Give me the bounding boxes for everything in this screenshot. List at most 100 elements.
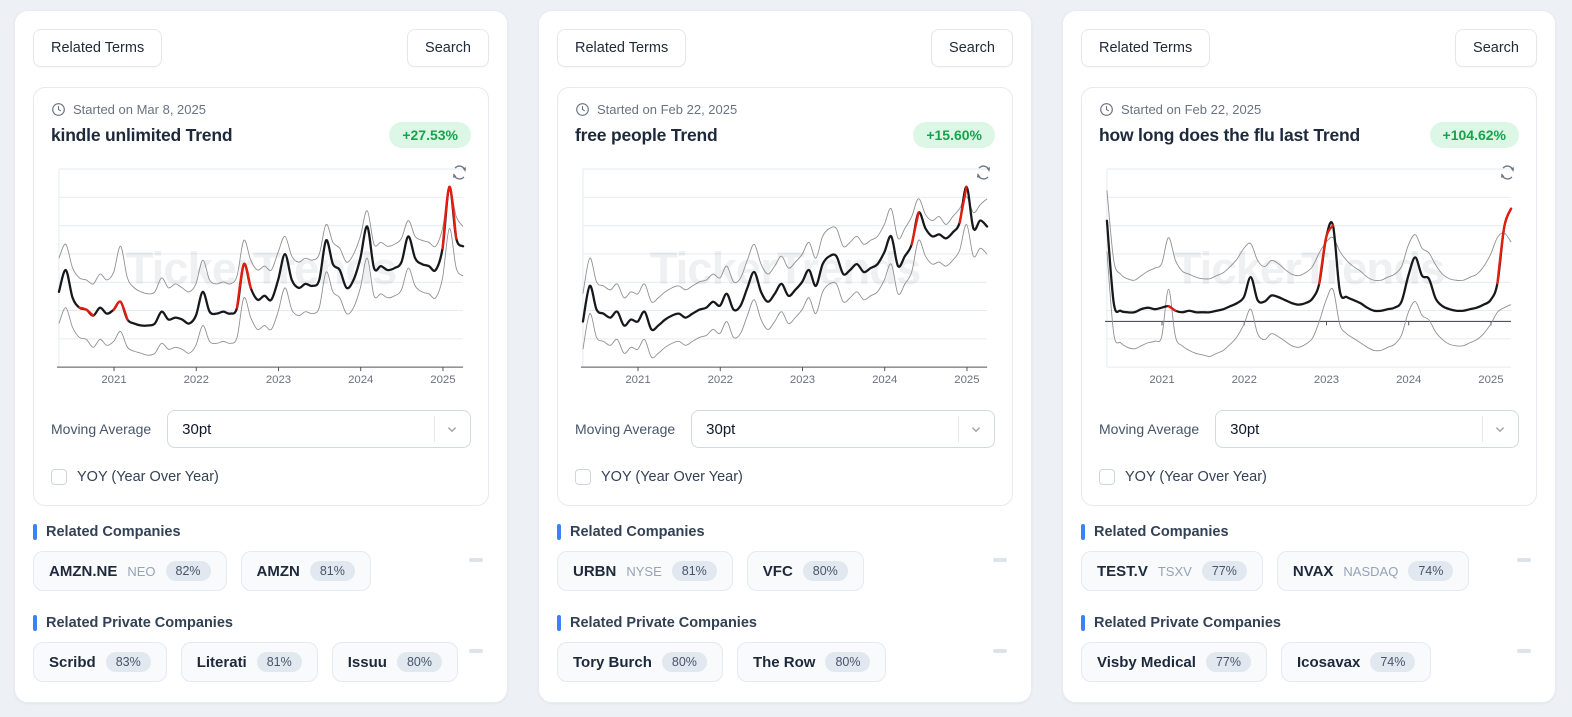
company-chips: AMZN.NE NEO 82% AMZN 81% — [33, 551, 489, 591]
chart-area: TickerTrends 2021 2022 2023 2024 2025 — [575, 160, 995, 390]
company-chip[interactable]: AMZN 81% — [240, 551, 371, 591]
company-chip[interactable]: Tory Burch 80% — [557, 642, 723, 682]
svg-text:TickerTrends: TickerTrends — [650, 243, 921, 294]
moving-average-select[interactable]: 30pt — [691, 410, 995, 448]
exchange: NASDAQ — [1343, 563, 1399, 579]
chips-scrollbar[interactable] — [1517, 649, 1531, 653]
svg-text:2022: 2022 — [184, 374, 209, 386]
search-button[interactable]: Search — [1455, 29, 1537, 67]
trend-card: Started on Feb 22, 2025 how long does th… — [1081, 87, 1537, 506]
accent-bar — [33, 524, 37, 540]
section-related-companies: Related Companies — [557, 524, 1013, 540]
ticker: AMZN.NE — [49, 562, 118, 580]
yoy-checkbox[interactable] — [575, 469, 591, 485]
match-score: 80% — [396, 652, 442, 672]
chips-scrollbar[interactable] — [993, 649, 1007, 653]
svg-text:2023: 2023 — [1314, 374, 1339, 386]
match-score: 81% — [671, 561, 717, 581]
accent-bar — [1081, 615, 1085, 631]
trend-card: Started on Feb 22, 2025 free people Tren… — [557, 87, 1013, 506]
company-chip[interactable]: The Row 80% — [736, 642, 887, 682]
refresh-icon[interactable] — [1498, 163, 1517, 182]
search-button[interactable]: Search — [407, 29, 489, 67]
trend-card: Started on Mar 8, 2025 kindle unlimited … — [33, 87, 489, 506]
clock-icon — [1100, 103, 1113, 116]
company-chip[interactable]: Issuu 80% — [331, 642, 458, 682]
section-label: Related Private Companies — [46, 615, 233, 631]
svg-text:2024: 2024 — [1396, 374, 1421, 386]
company-chip[interactable]: NVAX NASDAQ 74% — [1276, 551, 1470, 591]
chips-scrollbar[interactable] — [1517, 558, 1531, 562]
svg-text:2022: 2022 — [708, 374, 733, 386]
svg-text:TickerTrends: TickerTrends — [1174, 243, 1445, 294]
chips-scrollbar[interactable] — [469, 558, 483, 562]
section-related-private-companies: Related Private Companies — [557, 615, 1013, 631]
svg-text:2025: 2025 — [1478, 374, 1503, 386]
moving-average-label: Moving Average — [1099, 421, 1200, 437]
section-related-private-companies: Related Private Companies — [1081, 615, 1537, 631]
section-label: Related Companies — [46, 524, 181, 540]
company-chips: URBN NYSE 81% VFC 80% — [557, 551, 1013, 591]
clock-icon — [52, 103, 65, 116]
company-chip[interactable]: Scribd 83% — [33, 642, 167, 682]
started-date: Started on Mar 8, 2025 — [73, 102, 206, 117]
ticker: TEST.V — [1097, 562, 1148, 580]
company-chip[interactable]: URBN NYSE 81% — [557, 551, 733, 591]
match-score: 77% — [1205, 652, 1251, 672]
accent-bar — [1081, 524, 1085, 540]
section-related-companies: Related Companies — [1081, 524, 1537, 540]
company-chip[interactable]: Icosavax 74% — [1280, 642, 1432, 682]
yoy-label: YOY (Year Over Year) — [601, 469, 743, 485]
moving-average-select[interactable]: 30pt — [1215, 410, 1519, 448]
related-terms-button[interactable]: Related Terms — [557, 29, 687, 67]
svg-text:2021: 2021 — [1149, 374, 1174, 386]
section-label: Related Private Companies — [1094, 615, 1281, 631]
match-score: 74% — [1408, 561, 1454, 581]
section-related-private-companies: Related Private Companies — [33, 615, 489, 631]
exchange: NYSE — [626, 563, 662, 579]
panel-toolbar: Related Terms Search — [557, 29, 1013, 67]
chips-scrollbar[interactable] — [993, 558, 1007, 562]
ticker: URBN — [573, 562, 617, 580]
match-score: 77% — [1201, 561, 1247, 581]
panel-toolbar: Related Terms Search — [1081, 29, 1537, 67]
company-chip[interactable]: VFC 80% — [746, 551, 864, 591]
clock-icon — [576, 103, 589, 116]
panel-toolbar: Related Terms Search — [33, 29, 489, 67]
refresh-icon[interactable] — [450, 163, 469, 182]
company-name: Issuu — [347, 653, 387, 671]
related-terms-button[interactable]: Related Terms — [1081, 29, 1211, 67]
moving-average-select[interactable]: 30pt — [167, 410, 471, 448]
company-chip[interactable]: Visby Medical 77% — [1081, 642, 1267, 682]
company-chip[interactable]: Literati 81% — [180, 642, 318, 682]
refresh-icon[interactable] — [974, 163, 993, 182]
company-name: The Row — [752, 653, 816, 671]
exchange: NEO — [127, 563, 156, 579]
search-button[interactable]: Search — [931, 29, 1013, 67]
chips-scrollbar[interactable] — [469, 649, 483, 653]
svg-text:2024: 2024 — [872, 374, 897, 386]
match-score: 74% — [1370, 652, 1416, 672]
company-name: Visby Medical — [1097, 653, 1196, 671]
change-badge: +27.53% — [389, 122, 471, 148]
accent-bar — [557, 615, 561, 631]
yoy-checkbox[interactable] — [51, 469, 67, 485]
related-terms-button[interactable]: Related Terms — [33, 29, 163, 67]
svg-text:2021: 2021 — [625, 374, 650, 386]
section-label: Related Private Companies — [570, 615, 757, 631]
section-label: Related Companies — [570, 524, 705, 540]
company-name: Tory Burch — [573, 653, 652, 671]
started-date: Started on Feb 22, 2025 — [597, 102, 738, 117]
match-score: 81% — [256, 652, 302, 672]
ticker: AMZN — [256, 562, 300, 580]
company-chip[interactable]: AMZN.NE NEO 82% — [33, 551, 227, 591]
company-name: Icosavax — [1296, 653, 1361, 671]
yoy-label: YOY (Year Over Year) — [77, 469, 219, 485]
yoy-checkbox[interactable] — [1099, 469, 1115, 485]
company-chip[interactable]: TEST.V TSXV 77% — [1081, 551, 1263, 591]
trend-title: kindle unlimited Trend — [51, 124, 233, 145]
chevron-down-icon — [971, 427, 981, 433]
